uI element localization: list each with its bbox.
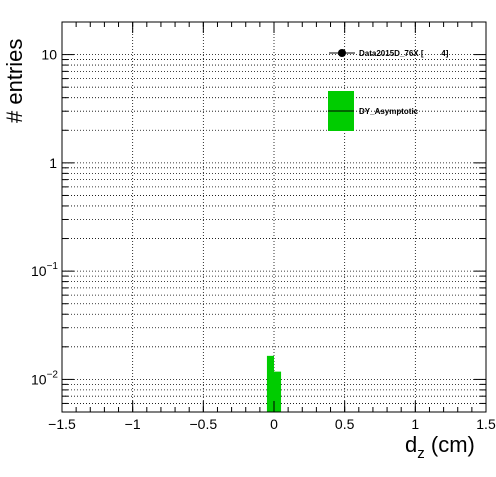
x-tick-label: −0.5 — [190, 416, 218, 432]
histogram-bar — [274, 371, 282, 412]
legend-entry-data: Data2015D_76X [ 4] — [359, 49, 449, 58]
x-tick-label: −1.5 — [48, 416, 76, 432]
legend-entry-dy: DY_Asymptotic — [359, 107, 419, 116]
x-axis-title-unit: (cm) — [425, 432, 475, 457]
legend: Data2015D_76X [ 4] DY_Asymptotic — [328, 49, 449, 131]
y-tick-label: 1 — [49, 155, 57, 171]
axis-ticks — [61, 21, 487, 413]
x-tick-label: −1 — [125, 416, 141, 432]
x-tick-label: 0 — [270, 416, 278, 432]
x-tick-label: 0.5 — [335, 416, 355, 432]
x-tick-label: 1.5 — [476, 416, 496, 432]
grid-lines — [62, 22, 486, 412]
y-tick-label: 10 — [41, 47, 57, 63]
histogram-bar — [266, 355, 274, 412]
y-tick-label: 10−2 — [31, 369, 58, 387]
x-axis-title-main: d — [405, 432, 417, 457]
y-tick-label: 10−1 — [31, 261, 58, 279]
x-axis-title: dz (cm) — [405, 432, 475, 462]
x-axis-title-subscript: z — [417, 445, 425, 462]
x-tick-label: 1 — [411, 416, 419, 432]
axis-tick-labels: −1.5 −1 −0.5 0 0.5 1 1.5 10−2 10−1 1 10 — [31, 47, 496, 432]
legend-data-marker — [338, 49, 346, 57]
histogram-bars — [266, 355, 282, 412]
y-axis-title: # entries — [2, 39, 27, 123]
